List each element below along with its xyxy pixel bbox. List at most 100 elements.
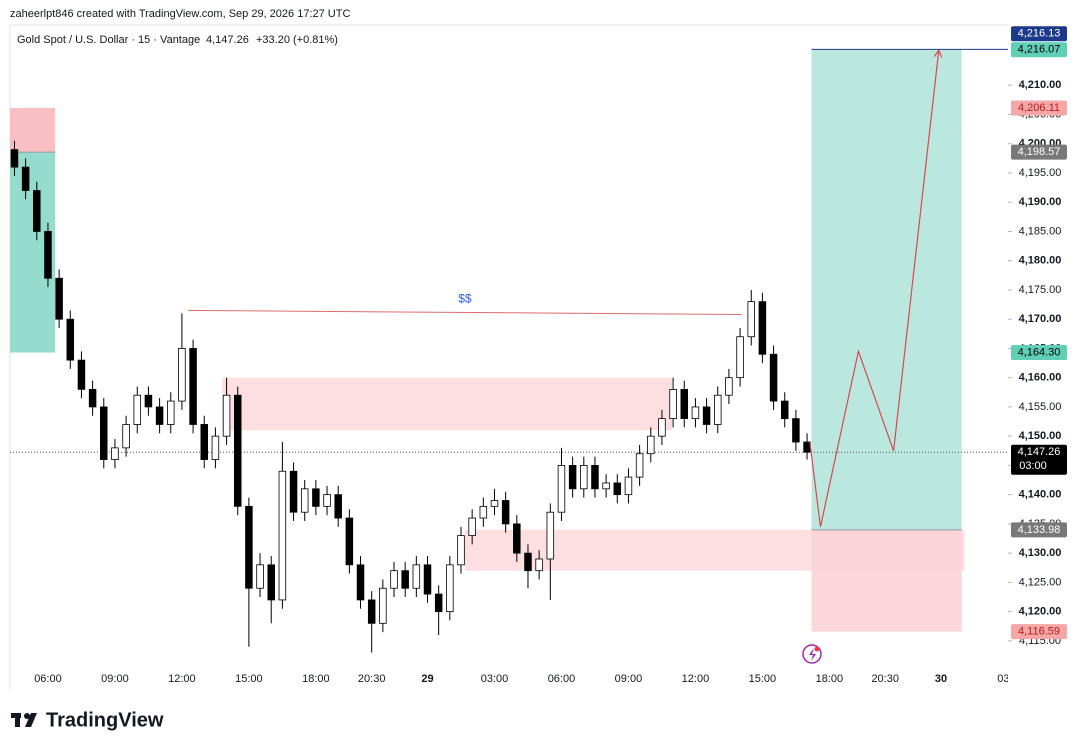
candle-body: [613, 482, 622, 496]
candle-body: [88, 388, 97, 408]
zone: [222, 377, 672, 431]
candle-body: [602, 482, 610, 490]
y-tick-label: 4,175.00: [1019, 284, 1062, 296]
candle-body: [100, 406, 108, 460]
x-tick-label: 20:30: [358, 673, 386, 685]
price-tag: [1011, 100, 1067, 116]
price-tag-label: 4,116.59: [1018, 625, 1060, 637]
candle-body: [680, 388, 689, 420]
candle-body: [21, 166, 30, 191]
candle-body: [345, 517, 354, 566]
last-price: 4,147.26: [206, 34, 249, 46]
candle-body: [77, 359, 86, 390]
liquidity-line: [188, 309, 742, 316]
candle-body: [457, 535, 465, 566]
candle-body: [714, 394, 722, 425]
x-tick-label: 15:00: [749, 673, 777, 685]
candle-body: [111, 447, 119, 460]
price-tag-label: 4,164.30: [1018, 346, 1061, 358]
candle-body: [356, 564, 365, 601]
candle-body: [44, 231, 52, 279]
candle-body: [535, 558, 543, 572]
target-zone: [811, 49, 962, 530]
candle-body: [624, 476, 633, 496]
candle-body: [401, 570, 409, 589]
y-tick-label: 4,195.00: [1019, 167, 1062, 179]
x-tick-label: 09:00: [101, 673, 129, 685]
candle-body: [178, 348, 186, 402]
x-tick-label: 29: [421, 673, 433, 685]
candle-body: [669, 388, 677, 420]
price-tag: [1011, 345, 1067, 361]
logo: TradingView: [11, 709, 164, 731]
candle-body: [167, 400, 175, 425]
candle-body: [780, 400, 789, 420]
candle-body: [289, 470, 298, 513]
candle-body: [312, 488, 320, 507]
x-tick-label: 03:00: [481, 673, 509, 685]
candle-body: [233, 394, 242, 507]
symbol-title: Gold Spot / U.S. Dollar · 15 · Vantage: [17, 34, 200, 46]
alert-icon: [802, 644, 822, 664]
price-tag-sublabel: 03:00: [1019, 460, 1047, 472]
x-tick-label: 18:00: [302, 673, 330, 685]
candle-body: [144, 394, 153, 408]
candle-body: [390, 570, 398, 589]
candle-body: [691, 406, 700, 420]
candle-body: [245, 505, 253, 589]
price-tag: [1011, 144, 1067, 160]
watermark: TradingView: [46, 709, 164, 731]
y-tick-label: 4,210.00: [1019, 79, 1062, 91]
price-tag-label: 4,198.57: [1018, 146, 1061, 158]
candle-body: [546, 511, 555, 560]
candle-body: [379, 587, 387, 624]
candle-body: [55, 277, 63, 320]
candle-body: [10, 149, 19, 168]
candle-body: [725, 377, 733, 396]
annotation-label: $$: [458, 292, 472, 306]
candle-body: [468, 517, 476, 536]
projection-path: [809, 50, 940, 527]
candle-body: [446, 564, 454, 613]
candle-body: [334, 494, 342, 519]
y-tick-label: 4,140.00: [1019, 489, 1062, 501]
candle-body: [211, 435, 220, 460]
candle-body: [658, 418, 666, 437]
candle-body: [513, 523, 521, 554]
candle-body: [133, 394, 142, 425]
x-tick-label: 30: [935, 673, 947, 685]
candle-body: [155, 406, 164, 425]
candle-body: [278, 470, 287, 601]
candle-body: [557, 465, 566, 513]
y-tick-label: 4,180.00: [1019, 255, 1062, 267]
candle-body: [769, 353, 778, 402]
candle-body: [803, 441, 811, 453]
candle-body: [256, 564, 264, 589]
y-tick-label: 4,150.00: [1019, 430, 1062, 442]
candle-body: [524, 552, 532, 572]
price-tag-label: 4,216.13: [1018, 28, 1061, 40]
candle-body: [33, 190, 41, 232]
candle-body: [647, 435, 655, 455]
candle-body: [758, 301, 767, 355]
candle-body: [736, 336, 744, 379]
x-tick-label: 06:00: [34, 673, 62, 685]
y-tick-label: 4,185.00: [1019, 225, 1062, 237]
price-tag-label: 4,147.26: [1018, 446, 1061, 458]
candle-body: [479, 505, 488, 519]
x-tick-label: 15:00: [235, 673, 263, 685]
candle-body: [423, 564, 432, 595]
price-tag-label: 4,133.98: [1018, 524, 1061, 536]
price-tag: [1011, 522, 1067, 538]
candle-body: [568, 465, 577, 490]
price-change: +33.20 (+0.81%): [256, 34, 338, 46]
y-tick-label: 4,155.00: [1019, 401, 1062, 413]
x-tick-label: 12:00: [682, 673, 710, 685]
y-tick-label: 4,120.00: [1019, 606, 1062, 618]
candle-body: [501, 500, 510, 525]
candle-body: [66, 318, 75, 361]
x-tick-label: 03:0: [997, 673, 1018, 685]
price-tag: [1011, 624, 1067, 640]
stop-zone: [10, 107, 56, 153]
